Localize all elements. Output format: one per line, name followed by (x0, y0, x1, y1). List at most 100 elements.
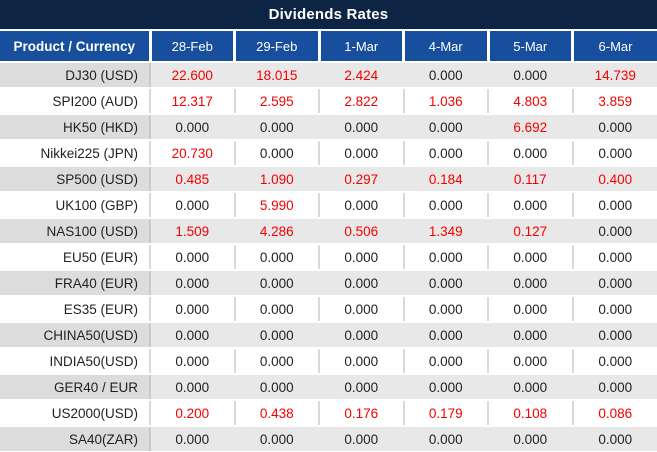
product-cell: SP500 (USD) (0, 166, 150, 193)
rate-cell: 0.000 (318, 322, 404, 349)
rate-cell: 0.000 (487, 140, 573, 167)
table-row: DJ30 (USD) 22.600 18.015 2.424 0.000 0.0… (0, 62, 657, 89)
table-row: SP500 (USD) 0.485 1.090 0.297 0.184 0.11… (0, 166, 657, 193)
rate-cell: 0.000 (487, 374, 573, 401)
table-row: FRA40 (EUR) 0.000 0.000 0.000 0.000 0.00… (0, 270, 657, 297)
rate-cell: 0.000 (402, 114, 488, 141)
rate-cell: 0.000 (487, 244, 573, 271)
table-row: NAS100 (USD) 1.509 4.286 0.506 1.349 0.1… (0, 218, 657, 245)
rate-cell: 0.000 (318, 296, 404, 323)
product-cell: INDIA50(USD) (0, 348, 150, 375)
product-cell: CHINA50(USD) (0, 322, 150, 349)
rate-cell: 0.000 (571, 192, 657, 219)
rate-cell: 0.179 (402, 400, 488, 427)
rate-cell: 6.692 (487, 114, 573, 141)
rate-cell: 0.000 (487, 348, 573, 375)
rate-cell: 0.000 (487, 426, 573, 452)
rate-cell: 0.506 (318, 218, 404, 245)
rate-cell: 0.000 (402, 62, 488, 89)
rate-cell: 0.000 (487, 270, 573, 297)
rate-cell: 14.739 (571, 62, 657, 89)
rate-cell: 0.000 (149, 296, 235, 323)
rate-cell: 1.036 (402, 88, 488, 115)
column-header-product: Product / Currency (0, 31, 150, 63)
rate-cell: 0.000 (318, 114, 404, 141)
rate-cell: 0.000 (233, 114, 319, 141)
rate-cell: 0.000 (571, 296, 657, 323)
rate-cell: 4.286 (233, 218, 319, 245)
rate-cell: 0.000 (318, 192, 404, 219)
rate-cell: 0.000 (233, 270, 319, 297)
rate-cell: 0.000 (402, 192, 488, 219)
rate-cell: 0.176 (318, 400, 404, 427)
product-cell: ES35 (EUR) (0, 296, 150, 323)
rate-cell: 0.086 (571, 400, 657, 427)
rate-cell: 0.184 (402, 166, 488, 193)
rate-cell: 0.000 (402, 426, 488, 452)
table-row: CHINA50(USD) 0.000 0.000 0.000 0.000 0.0… (0, 322, 657, 349)
rate-cell: 0.000 (318, 270, 404, 297)
rate-cell: 0.000 (233, 426, 319, 452)
table-header: Product / Currency 28-Feb 29-Feb 1-Mar 4… (0, 31, 657, 63)
rate-cell: 0.438 (233, 400, 319, 427)
rate-cell: 0.000 (487, 296, 573, 323)
table-row: ES35 (EUR) 0.000 0.000 0.000 0.000 0.000… (0, 296, 657, 323)
rate-cell: 0.000 (149, 114, 235, 141)
rate-cell: 0.117 (487, 166, 573, 193)
rate-cell: 0.000 (571, 348, 657, 375)
column-header-date: 29-Feb (233, 31, 319, 63)
rate-cell: 0.000 (571, 270, 657, 297)
rate-cell: 0.000 (149, 270, 235, 297)
rate-cell: 0.108 (487, 400, 573, 427)
product-cell: FRA40 (EUR) (0, 270, 150, 297)
rate-cell: 0.000 (233, 322, 319, 349)
table-row: US2000(USD) 0.200 0.438 0.176 0.179 0.10… (0, 400, 657, 427)
rate-cell: 0.000 (149, 192, 235, 219)
rate-cell: 0.000 (402, 296, 488, 323)
rate-cell: 0.000 (149, 322, 235, 349)
product-cell: HK50 (HKD) (0, 114, 150, 141)
rate-cell: 1.090 (233, 166, 319, 193)
rate-cell: 1.349 (402, 218, 488, 245)
rate-cell: 0.000 (318, 426, 404, 452)
rate-cell: 0.000 (571, 322, 657, 349)
dividends-rates-table: Product / Currency 28-Feb 29-Feb 1-Mar 4… (0, 31, 657, 452)
header-row: Product / Currency 28-Feb 29-Feb 1-Mar 4… (0, 31, 657, 63)
rate-cell: 0.000 (487, 62, 573, 89)
rate-cell: 22.600 (149, 62, 235, 89)
product-cell: US2000(USD) (0, 400, 150, 427)
rate-cell: 0.127 (487, 218, 573, 245)
rate-cell: 0.000 (233, 348, 319, 375)
rate-cell: 0.000 (402, 270, 488, 297)
page-title: Dividends Rates (0, 0, 657, 31)
rate-cell: 0.000 (149, 348, 235, 375)
rate-cell: 0.000 (402, 374, 488, 401)
table-row: SA40(ZAR) 0.000 0.000 0.000 0.000 0.000 … (0, 426, 657, 452)
product-cell: SA40(ZAR) (0, 426, 150, 452)
rate-cell: 0.000 (318, 140, 404, 167)
rate-cell: 0.000 (571, 374, 657, 401)
rate-cell: 0.000 (149, 244, 235, 271)
product-cell: EU50 (EUR) (0, 244, 150, 271)
table-row: EU50 (EUR) 0.000 0.000 0.000 0.000 0.000… (0, 244, 657, 271)
rate-cell: 4.803 (487, 88, 573, 115)
rate-cell: 0.000 (318, 244, 404, 271)
rate-cell: 0.000 (233, 244, 319, 271)
column-header-date: 1-Mar (317, 31, 404, 63)
rate-cell: 2.595 (233, 88, 319, 115)
table-row: UK100 (GBP) 0.000 5.990 0.000 0.000 0.00… (0, 192, 657, 219)
rate-cell: 0.000 (571, 140, 657, 167)
rate-cell: 20.730 (149, 140, 235, 167)
table-row: Nikkei225 (JPN) 20.730 0.000 0.000 0.000… (0, 140, 657, 167)
rate-cell: 0.000 (233, 296, 319, 323)
rate-cell: 0.000 (318, 348, 404, 375)
rate-cell: 0.000 (233, 140, 319, 167)
rate-cell: 0.400 (571, 166, 657, 193)
rate-cell: 1.509 (149, 218, 235, 245)
rate-cell: 0.000 (402, 244, 488, 271)
table-row: INDIA50(USD) 0.000 0.000 0.000 0.000 0.0… (0, 348, 657, 375)
rate-cell: 12.317 (149, 88, 235, 115)
rate-cell: 0.000 (149, 426, 235, 452)
product-cell: UK100 (GBP) (0, 192, 150, 219)
